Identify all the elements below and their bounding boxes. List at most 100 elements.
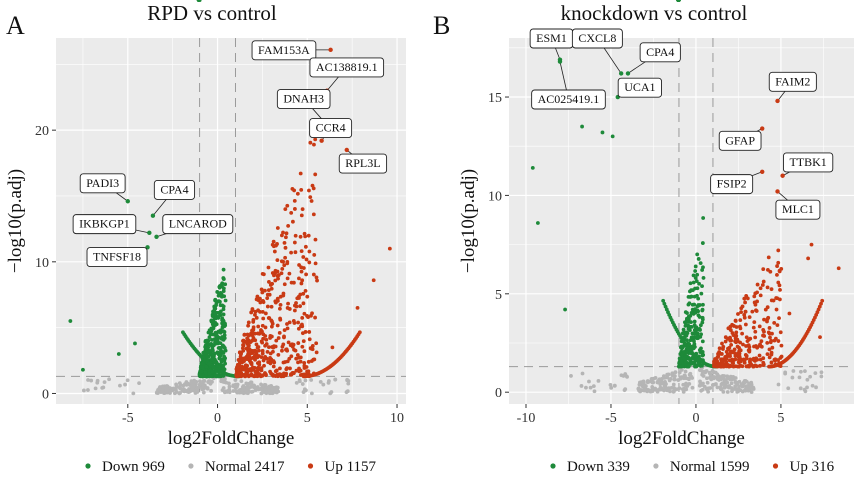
normal-gene-point (584, 385, 588, 390)
down-gene-point (680, 346, 684, 351)
up-gene-point (723, 357, 728, 362)
up-gene-point (298, 304, 302, 309)
down-gene-point (692, 331, 697, 336)
down-gene-point (682, 330, 687, 335)
up-gene-point (303, 288, 308, 293)
normal-gene-point (592, 389, 597, 394)
normal-gene-point (86, 378, 90, 382)
up-gene-point (755, 299, 759, 304)
down-gene-point (223, 298, 228, 303)
gene-label-frame (718, 130, 762, 151)
panel-letter: A (6, 11, 25, 40)
gene-label-frame (710, 174, 754, 195)
down-gene-point (686, 302, 691, 307)
normal-gene-point (797, 375, 802, 380)
up-gene-point (282, 335, 286, 340)
up-gene-point (244, 346, 249, 351)
normal-gene-point (579, 384, 584, 388)
normal-gene-point (674, 387, 679, 392)
up-gene-point (305, 294, 310, 299)
normal-gene-point (300, 382, 305, 386)
up-gene-point (246, 323, 251, 328)
up-gene-point (736, 312, 740, 316)
down-gene-point (215, 290, 220, 294)
normal-gene-point (808, 374, 813, 379)
up-gene-point (296, 326, 301, 331)
normal-gene-point (272, 390, 277, 394)
normal-gene-point (813, 371, 818, 376)
gene-label-box: GFAP (718, 130, 762, 151)
normal-gene-point (698, 383, 703, 388)
gene-label-box: ESM1 (529, 28, 574, 49)
up-gene-point (767, 326, 772, 330)
normal-gene-point (197, 379, 202, 384)
down-gene-point (206, 338, 211, 343)
up-gene-point (281, 293, 286, 298)
down-gene-point (698, 261, 703, 266)
up-gene-point (253, 312, 257, 317)
down-gene-point (680, 364, 685, 369)
up-gene-point (289, 210, 294, 215)
legend-label: Up 1157 (325, 459, 377, 475)
up-gene-point (249, 310, 254, 315)
up-gene-point (263, 334, 268, 338)
up-gene-point (263, 311, 268, 316)
normal-gene-point (309, 391, 314, 396)
normal-gene-point (671, 382, 676, 387)
normal-gene-point (687, 376, 691, 381)
up-gene-point (776, 248, 781, 253)
highlighted-gene-point (344, 147, 349, 153)
up-gene-point (260, 272, 265, 276)
up-gene-point (302, 311, 307, 316)
up-gene-point (302, 349, 307, 354)
up-gene-point (260, 323, 265, 328)
legend-label: Normal 1599 (670, 459, 750, 475)
down-gene-point (691, 280, 696, 285)
normal-gene-point (321, 382, 326, 387)
up-gene-point (271, 364, 276, 369)
up-gene-point (260, 329, 264, 334)
legend-label: Up 316 (790, 459, 835, 475)
up-gene-point (293, 250, 298, 255)
normal-gene-point (268, 391, 272, 396)
up-gene-point (767, 355, 772, 360)
gene-label: DNAH3 (283, 92, 324, 106)
normal-gene-point (247, 381, 251, 386)
down-gene-point (580, 124, 584, 129)
up-gene-point (733, 319, 738, 323)
up-gene-point (748, 357, 753, 362)
normal-gene-point (648, 389, 653, 394)
gene-label-box: AC138819.1 (309, 57, 385, 78)
gene-label: CPA4 (160, 182, 188, 196)
up-gene-point (715, 358, 719, 363)
normal-gene-point (791, 369, 796, 373)
normal-gene-point (569, 374, 573, 378)
normal-gene-point (591, 384, 596, 389)
up-gene-point (314, 275, 319, 280)
normal-gene-point (235, 384, 239, 388)
normal-gene-point (184, 380, 189, 384)
gene-label-box: FSIP2 (710, 174, 754, 195)
up-gene-point (264, 342, 269, 346)
up-gene-point (286, 223, 291, 228)
up-gene-point (759, 339, 764, 344)
up-gene-point (253, 355, 258, 360)
up-gene-point (285, 366, 289, 371)
legend-label: Down 969 (102, 459, 165, 475)
normal-gene-point (805, 377, 810, 382)
up-gene-point (779, 343, 784, 348)
down-gene-point (684, 350, 689, 354)
normal-gene-point (174, 390, 179, 394)
down-gene-point (214, 322, 219, 327)
down-gene-point (218, 341, 223, 346)
down-gene-point (690, 307, 695, 312)
up-gene-point (746, 343, 751, 348)
gene-label-frame (531, 89, 606, 110)
up-gene-point (258, 296, 262, 301)
up-gene-point (766, 330, 771, 335)
up-gene-point (742, 296, 747, 301)
up-gene-point (818, 335, 822, 339)
up-gene-point (273, 344, 278, 349)
normal-gene-point (262, 390, 266, 394)
normal-gene-point (346, 379, 351, 383)
